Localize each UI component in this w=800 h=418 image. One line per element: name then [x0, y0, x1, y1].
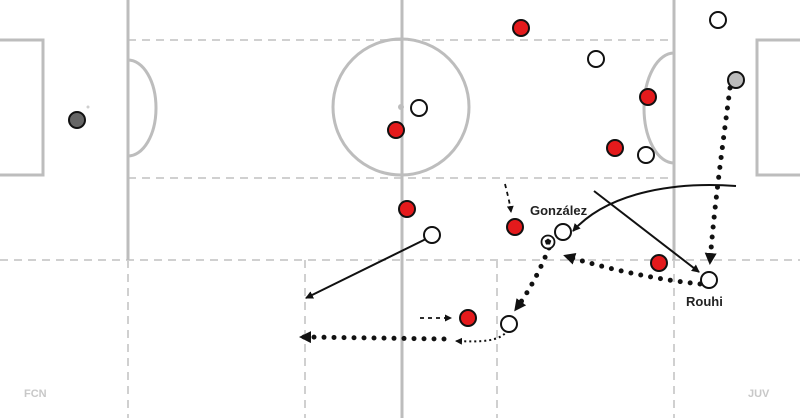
red-team	[387, 19, 668, 327]
red-player	[639, 88, 657, 106]
red-player	[387, 121, 405, 139]
red-player	[459, 309, 477, 327]
arrows	[299, 85, 737, 345]
right-goalkeeper	[727, 71, 745, 89]
team-right-label: JUV	[748, 388, 770, 400]
red-player	[606, 139, 624, 157]
white-player	[637, 146, 655, 164]
label-gonzalez: González	[530, 203, 588, 218]
ball-path	[299, 331, 447, 344]
ball-path	[513, 245, 552, 312]
ball-path	[704, 85, 733, 265]
red-player	[650, 254, 668, 272]
white-player	[500, 315, 518, 333]
ball-path	[455, 329, 509, 345]
zone-lines	[0, 39, 800, 418]
white-team	[410, 11, 727, 333]
ball-path	[563, 253, 703, 287]
white-player	[423, 226, 441, 244]
red-player	[398, 200, 416, 218]
team-left-label: FCN	[24, 388, 47, 400]
player-rouhi	[700, 271, 718, 289]
red-player	[506, 218, 524, 236]
white-player	[410, 99, 428, 117]
soccer-ball-icon	[540, 234, 556, 250]
white-player	[709, 11, 727, 29]
run-arrow	[572, 184, 737, 232]
label-rouhi: Rouhi	[686, 294, 723, 309]
player-gonzalez	[554, 223, 572, 241]
dashed-arrow	[504, 183, 514, 213]
red-player	[512, 19, 530, 37]
left-goalkeeper	[68, 111, 86, 129]
run-arrow	[305, 237, 429, 299]
white-player	[587, 50, 605, 68]
